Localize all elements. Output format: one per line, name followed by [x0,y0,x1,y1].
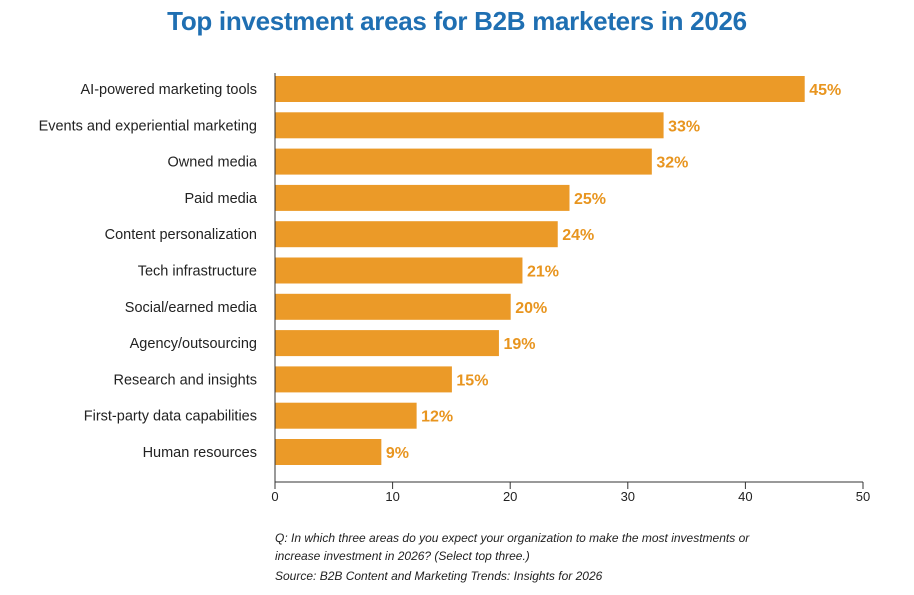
category-label-9: Research and insights [114,372,257,388]
category-label-3: Owned media [168,155,258,171]
value-label-3: 32% [656,155,688,172]
value-label-1: 45% [809,82,841,99]
bar-8 [275,330,499,357]
category-label-7: Social/earned media [125,300,258,316]
value-label-11: 9% [386,445,409,462]
chart-title: Top investment areas for B2B marketers i… [167,6,747,36]
bar-2 [275,112,664,139]
value-label-4: 25% [574,191,606,208]
category-label-4: Paid media [184,191,257,207]
value-label-9: 15% [456,372,488,389]
x-tick-label-50: 50 [856,489,870,504]
category-label-11: Human resources [143,445,257,461]
category-label-5: Content personalization [105,227,257,243]
x-tick-label-20: 20 [503,489,517,504]
bar-1 [275,76,805,102]
value-label-6: 21% [527,264,559,281]
bar-9 [275,366,452,393]
footnote-question-line-2: increase investment in 2026? (Select top… [275,549,530,563]
x-tick-label-30: 30 [621,489,635,504]
value-label-7: 20% [515,300,547,317]
footnote-source: Source: B2B Content and Marketing Trends… [275,569,603,583]
bar-6 [275,257,523,284]
value-label-8: 19% [503,336,535,353]
bar-3 [275,148,652,175]
x-tick-label-10: 10 [385,489,399,504]
x-tick-label-40: 40 [738,489,752,504]
value-label-5: 24% [562,227,594,244]
bar-10 [275,402,417,429]
category-label-10: First-party data capabilities [84,409,257,425]
bar-4 [275,184,570,211]
bar-7 [275,293,511,320]
category-label-2: Events and experiential marketing [39,118,257,134]
bar-5 [275,221,558,248]
category-label-6: Tech infrastructure [138,264,257,280]
footnote-question-line-1: Q: In which three areas do you expect yo… [275,531,750,545]
bar-11 [275,439,382,465]
value-label-2: 33% [668,118,700,135]
category-label-1: AI-powered marketing tools [81,82,258,98]
x-tick-label-0: 0 [271,489,278,504]
category-label-8: Agency/outsourcing [130,336,257,352]
value-label-10: 12% [421,409,453,426]
